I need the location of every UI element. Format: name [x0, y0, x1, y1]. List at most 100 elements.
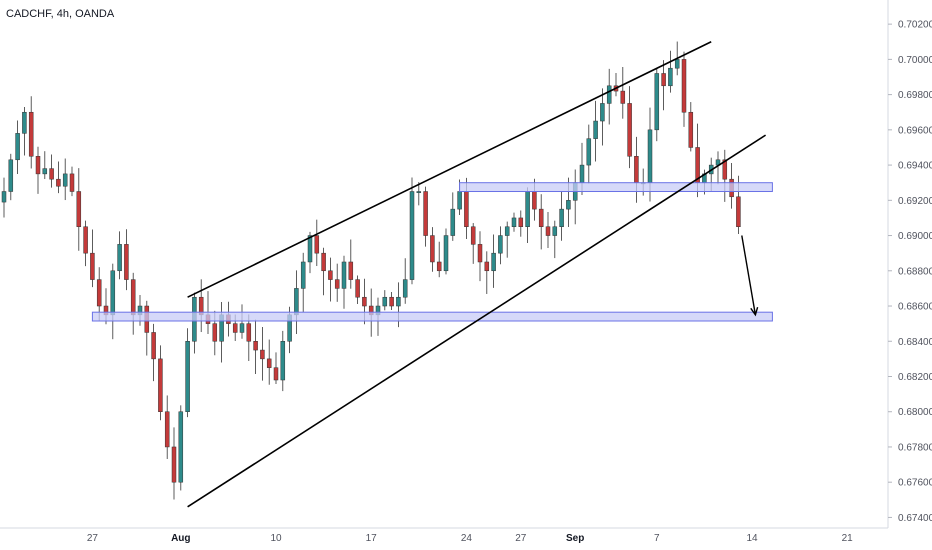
x-tick-label: 27 — [515, 533, 527, 544]
bull-candle — [450, 208, 456, 236]
bear-candle — [35, 156, 41, 175]
y-tick-label: 0.69200 — [898, 196, 932, 207]
bull-candle — [668, 67, 673, 87]
bear-candle — [90, 252, 95, 280]
bull-candle — [402, 279, 408, 298]
bear-candle — [722, 159, 728, 180]
bull-candle — [654, 73, 660, 131]
bear-candle — [124, 244, 129, 280]
bear-candle — [253, 341, 258, 351]
bull-candle — [42, 168, 48, 175]
bear-candle — [681, 59, 687, 113]
bear-candle — [470, 226, 476, 245]
bear-candle — [49, 168, 54, 180]
y-tick-label: 0.69800 — [898, 90, 932, 101]
bear-candle — [627, 103, 632, 157]
x-tick-label: 27 — [87, 533, 99, 544]
support-resistance-zone — [91, 311, 773, 322]
bull-candle — [586, 138, 592, 166]
bear-candle — [538, 208, 544, 227]
bull-candle — [498, 235, 503, 254]
bear-candle — [69, 173, 75, 192]
bear-candle — [28, 111, 34, 157]
bear-candle — [348, 261, 354, 280]
bear-candle — [430, 235, 435, 263]
bull-candle — [606, 85, 612, 104]
y-tick-label: 0.68000 — [898, 407, 932, 418]
y-tick-label: 0.69400 — [898, 161, 932, 172]
bull-candle — [600, 103, 605, 122]
y-tick-label: 0.70000 — [898, 55, 932, 66]
bear-candle — [171, 446, 177, 483]
bear-candle — [661, 73, 666, 87]
bear-candle — [484, 261, 490, 272]
bull-candle — [280, 341, 286, 381]
trendline — [187, 134, 767, 508]
bear-candle — [464, 191, 469, 227]
support-resistance-zone — [459, 182, 773, 193]
bull-candle — [566, 200, 571, 210]
y-tick-label: 0.68400 — [898, 337, 932, 348]
bull-candle — [178, 411, 184, 483]
bear-candle — [96, 279, 102, 307]
y-tick-label: 0.68800 — [898, 266, 932, 277]
trendline — [187, 41, 712, 298]
bear-candle — [56, 178, 61, 187]
bear-candle — [130, 279, 136, 316]
bull-candle — [525, 191, 530, 227]
bull-candle — [15, 133, 20, 161]
bear-candle — [620, 90, 626, 104]
bear-candle — [328, 270, 333, 280]
y-tick-label: 0.69000 — [898, 231, 932, 242]
bear-candle — [232, 323, 238, 333]
bull-candle — [593, 120, 598, 139]
x-tick-label: Aug — [171, 533, 190, 544]
y-tick-label: 0.67800 — [898, 442, 932, 453]
x-tick-label: 10 — [270, 533, 282, 544]
bull-candle — [674, 59, 680, 69]
y-tick-label: 0.67400 — [898, 513, 932, 524]
y-tick-label: 0.69600 — [898, 125, 932, 136]
bull-candle — [579, 164, 585, 183]
bull-candle — [185, 341, 190, 412]
x-tick-label: 21 — [842, 533, 854, 544]
bull-candle — [409, 191, 415, 280]
bear-candle — [736, 196, 741, 227]
bear-candle — [246, 323, 252, 342]
bull-candle — [110, 270, 116, 316]
bull-candle — [22, 111, 27, 134]
bear-candle — [83, 226, 88, 254]
bear-candle — [634, 156, 639, 183]
bear-candle — [273, 367, 279, 381]
bull-candle — [511, 217, 517, 227]
bull-candle — [8, 159, 14, 192]
bear-candle — [164, 411, 170, 448]
y-tick-label: 0.67600 — [898, 478, 932, 489]
bull-candle — [341, 261, 347, 289]
bear-candle — [423, 191, 428, 236]
bull-candle — [457, 191, 462, 210]
projection-arrowhead — [750, 306, 759, 317]
bear-candle — [321, 252, 326, 272]
bear-candle — [266, 358, 272, 368]
bear-candle — [76, 191, 82, 227]
bull-candle — [559, 208, 564, 227]
bull-candle — [396, 296, 401, 307]
bull-candle — [504, 226, 510, 236]
bear-candle — [151, 332, 156, 360]
bull-candle — [416, 191, 422, 193]
bull-candle — [1, 191, 7, 203]
bull-candle — [300, 261, 306, 289]
bear-candle — [158, 358, 163, 412]
candles — [1, 41, 741, 500]
bull-candle — [294, 288, 299, 316]
bear-candle — [477, 244, 483, 263]
bull-candle — [552, 226, 558, 236]
bear-candle — [314, 235, 320, 254]
chart-title: CADCHF, 4h, OANDA — [6, 8, 115, 20]
bull-candle — [307, 235, 313, 263]
bear-candle — [436, 261, 442, 272]
projection-arrow — [741, 235, 757, 315]
x-tick-label: Sep — [566, 533, 584, 544]
